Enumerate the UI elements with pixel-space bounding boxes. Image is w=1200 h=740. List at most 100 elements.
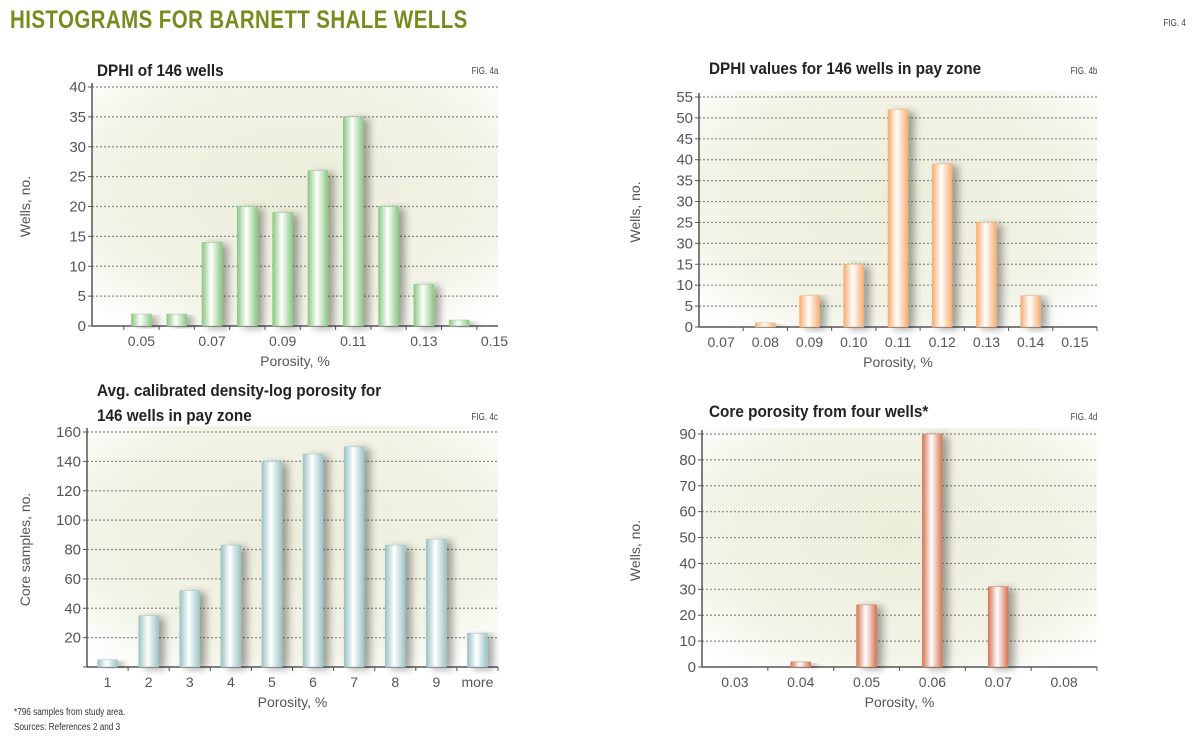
x-axis-label: Porosity, % [258,694,328,710]
y-tick-label: 45 [676,131,693,148]
bar [201,242,223,327]
x-tick-label: 0.13 [973,334,1000,350]
figure-label: FIG. 4 [1163,18,1186,29]
bar [843,264,865,328]
x-tick-label: 9 [432,674,440,690]
x-tick-label: 6 [309,674,317,690]
y-tick-label: 40 [69,79,86,96]
bar [799,295,820,328]
bar [138,615,159,668]
bar [1020,295,1041,328]
bar [302,453,324,668]
y-tick-label: 40 [676,152,693,169]
y-tick-label: 30 [69,139,86,156]
bar [887,109,909,328]
y-tick-label: 5 [685,298,693,315]
x-tick-label: 0.12 [929,334,956,350]
x-axis-label: Porosity, % [863,354,933,370]
y-tick-label: 60 [64,571,81,588]
x-tick-label: 0.11 [885,334,911,350]
y-tick-label: 60 [679,504,696,521]
x-axis-label: Porosity, % [260,353,330,369]
x-tick-label: 0.08 [752,334,779,350]
y-tick-label: 50 [676,110,693,127]
bar [237,206,258,327]
x-tick-label: 0.08 [1050,674,1077,690]
bar [790,661,811,668]
y-tick-label: 25 [676,214,693,231]
plot-background [92,81,498,326]
bar [467,632,488,668]
bar [272,212,293,327]
chart-title-4c-line2: 146 wells in pay zone [97,406,252,425]
x-tick-label: 4 [227,674,235,690]
y-tick-label: 50 [679,530,696,547]
y-axis-label: Wells, no. [627,520,643,581]
footnote-sources: Sources: References 2 and 3 [14,722,121,733]
y-tick-label: 40 [679,555,696,572]
bar [976,222,997,328]
y-tick-label: 120 [56,483,81,500]
bar [343,116,364,327]
y-tick-label: 40 [64,600,81,617]
x-tick-label: 0.06 [919,674,946,690]
x-tick-label: 7 [350,674,358,690]
chart-title-4d: Core porosity from four wells* [709,402,929,421]
fig-label-4c: FIG. 4c [471,412,498,423]
y-tick-label: 30 [676,194,693,211]
y-tick-label: 25 [69,169,86,186]
bar [220,544,242,668]
chart-title-4a: DPHI of 146 wells [97,61,224,80]
y-tick-label: 55 [676,89,693,106]
bar [755,322,776,328]
bar [385,544,406,668]
y-tick-label: 20 [64,630,81,647]
bar [378,206,399,327]
plot-background [702,428,1097,667]
y-tick-label: 10 [676,277,693,294]
y-axis-label: Wells, no. [17,176,33,237]
bar [179,590,200,668]
bar [922,433,943,668]
bar [343,446,365,668]
y-axis-label: Wells, no. [627,181,643,242]
bar [448,319,470,327]
x-tick-label: 0.14 [1017,334,1044,350]
x-tick-label: 0.11 [340,333,366,349]
bar [988,586,1009,668]
y-tick-label: 80 [679,452,696,469]
y-tick-label: 80 [64,542,81,559]
x-tick-label: 2 [145,674,153,690]
y-tick-label: 30 [679,581,696,598]
y-tick-label: 15 [69,228,86,245]
x-tick-label: 0.07 [198,333,225,349]
chart-fig4c: 20 40 60 80 100 120 140 160 1 2 3 4 5 6 7 8 9 more Porosit… [17,424,499,710]
x-axis-label: Porosity, % [865,694,935,710]
fig-label-4a: FIG. 4a [471,66,498,77]
y-tick-label: 15 [676,256,693,273]
y-tick-label: 160 [56,424,81,441]
x-tick-label: 0.03 [721,674,748,690]
bar [307,170,329,327]
y-tick-label: 20 [679,607,696,624]
x-tick-label: 0.07 [707,334,734,350]
y-tick-label: 140 [56,453,81,470]
x-tick-label: 0.04 [787,674,814,690]
bar [261,461,283,668]
bar [413,283,435,327]
x-tick-label: 0.05 [128,333,155,349]
figure-title: HISTOGRAMS FOR BARNETT SHALE WELLS [10,6,468,34]
x-tick-label: 0.05 [853,674,880,690]
chart-fig4b: 0 5 10 15 30 25 30 35 40 45 50 55 0.07 0.08 0.09 0.10 0.… [627,89,1098,370]
x-tick-label: 3 [186,674,194,690]
bar [131,313,152,327]
y-tick-label: 20 [69,199,86,216]
y-tick-label: 35 [69,109,86,126]
y-tick-label: 0 [685,319,693,336]
x-tick-label: 0.09 [269,333,296,349]
x-tick-label: 0.15 [481,333,508,349]
bar [931,163,953,328]
bar [166,313,187,327]
y-tick-label: 100 [56,512,81,529]
